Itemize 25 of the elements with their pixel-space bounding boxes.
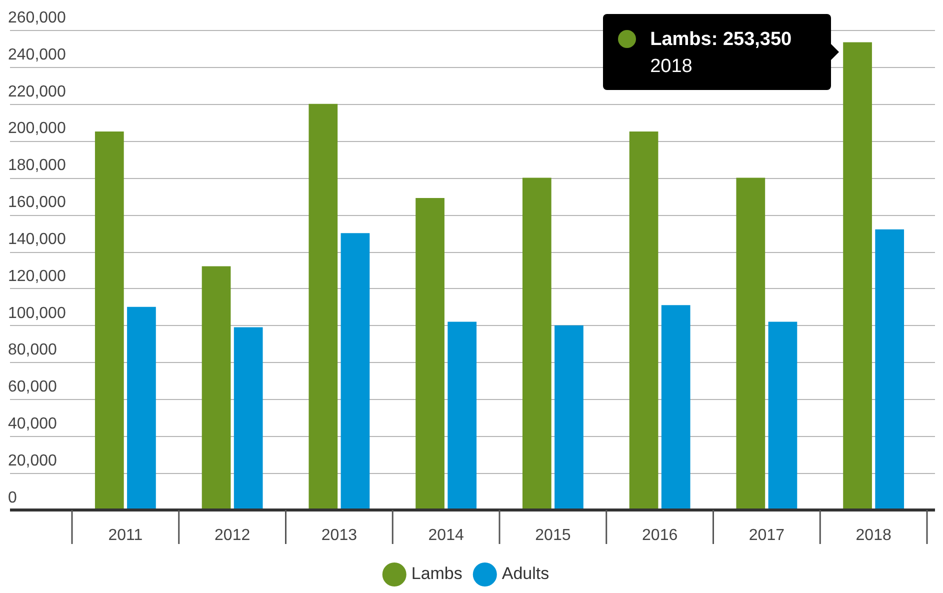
y-tick-label: 220,000 [8,83,66,100]
y-tick-label: 240,000 [8,46,66,64]
x-tick-label: 2016 [642,527,678,544]
y-tick-label: 140,000 [8,230,66,248]
y-tick-label: 80,000 [8,342,58,359]
x-tick-label: 2018 [856,527,892,544]
y-tick-label: 100,000 [8,304,66,322]
y-tick-label: 200,000 [8,120,66,138]
y-tick-label: 160,000 [8,194,66,212]
x-tick-label: 2011 [108,527,143,544]
legend-label: Lambs [411,564,462,584]
y-tick-label: 180,000 [8,157,66,174]
annotation: Lambs: 253,350 2018 [650,28,793,80]
x-tick-label: 2012 [214,527,250,544]
y-tick-label: 40,000 [8,416,58,433]
y-tick-label: 260,000 [8,9,66,26]
x-tick-label: 2015 [535,527,571,544]
x-tick-label: 2013 [321,527,358,544]
y-tick-label: 20,000 [8,452,58,470]
x-tick-label: 2014 [428,527,464,544]
x-tick-label: 2017 [748,527,785,544]
y-tick-label: 60,000 [8,378,58,396]
legend-label: Adults [502,564,550,584]
y-tick-label: 0 [8,489,17,506]
y-tick-label: 120,000 [8,268,66,285]
